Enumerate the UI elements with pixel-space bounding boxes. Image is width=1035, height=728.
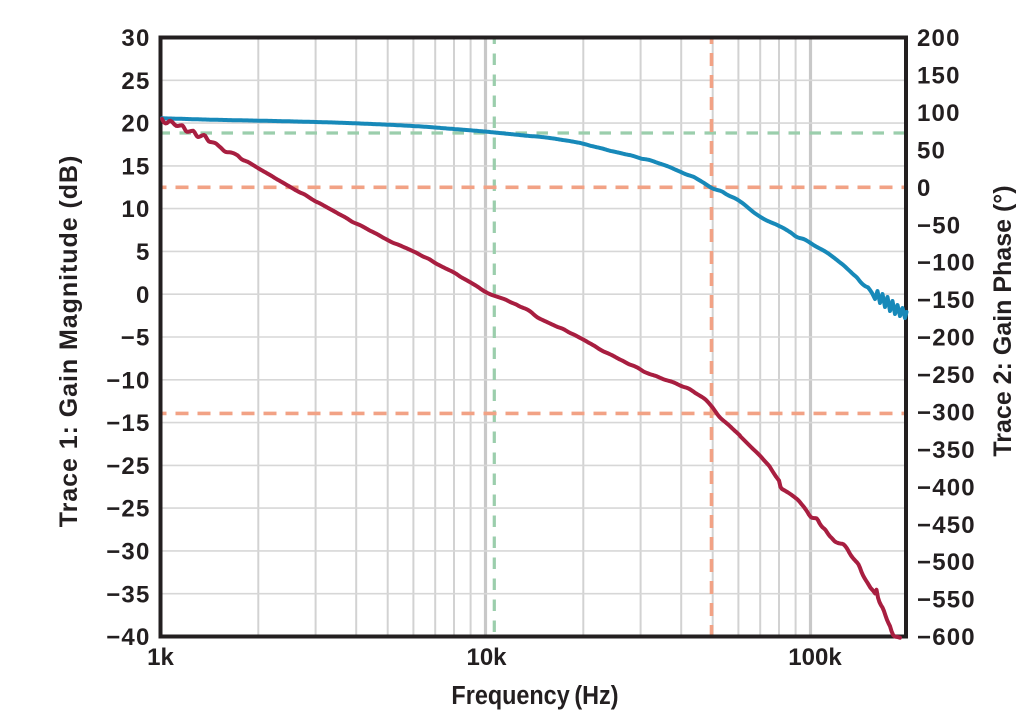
svg-text:Trace 2: Gain Phase (°): Trace 2: Gain Phase (°) — [989, 185, 1017, 456]
svg-text:100k: 100k — [788, 644, 842, 671]
svg-text:10: 10 — [121, 196, 150, 223]
svg-text:−250: −250 — [917, 362, 976, 389]
svg-text:0: 0 — [917, 175, 932, 202]
svg-text:150: 150 — [917, 63, 961, 90]
svg-text:Frequency (Hz): Frequency (Hz) — [451, 682, 618, 710]
svg-text:−150: −150 — [917, 287, 976, 314]
svg-text:−600: −600 — [917, 624, 976, 651]
svg-text:10k: 10k — [466, 644, 507, 671]
svg-text:100: 100 — [917, 100, 961, 127]
svg-text:−50: −50 — [917, 212, 961, 239]
svg-text:0: 0 — [136, 282, 151, 309]
svg-text:−300: −300 — [917, 400, 976, 427]
svg-text:−30: −30 — [106, 539, 150, 566]
svg-text:−40: −40 — [106, 624, 150, 651]
svg-text:Trace 1: Gain Magnitude (dB): Trace 1: Gain Magnitude (dB) — [55, 155, 83, 527]
svg-text:−25: −25 — [106, 453, 150, 480]
svg-text:30: 30 — [121, 25, 150, 52]
svg-text:1k: 1k — [147, 644, 174, 671]
svg-text:−10: −10 — [106, 367, 150, 394]
svg-text:−550: −550 — [917, 587, 976, 614]
svg-text:−500: −500 — [917, 549, 976, 576]
svg-text:−35: −35 — [106, 581, 150, 608]
svg-text:−450: −450 — [917, 512, 976, 539]
svg-text:−350: −350 — [917, 437, 976, 464]
svg-text:−200: −200 — [917, 325, 976, 352]
svg-text:5: 5 — [136, 239, 151, 266]
svg-text:25: 25 — [121, 68, 150, 95]
svg-text:−25: −25 — [106, 496, 150, 523]
svg-text:15: 15 — [121, 154, 150, 181]
svg-text:−400: −400 — [917, 474, 976, 501]
svg-text:−5: −5 — [121, 325, 151, 352]
svg-text:200: 200 — [917, 25, 961, 52]
svg-text:−100: −100 — [917, 250, 976, 277]
svg-text:−15: −15 — [106, 410, 150, 437]
svg-text:50: 50 — [917, 137, 946, 164]
svg-text:20: 20 — [121, 111, 150, 138]
